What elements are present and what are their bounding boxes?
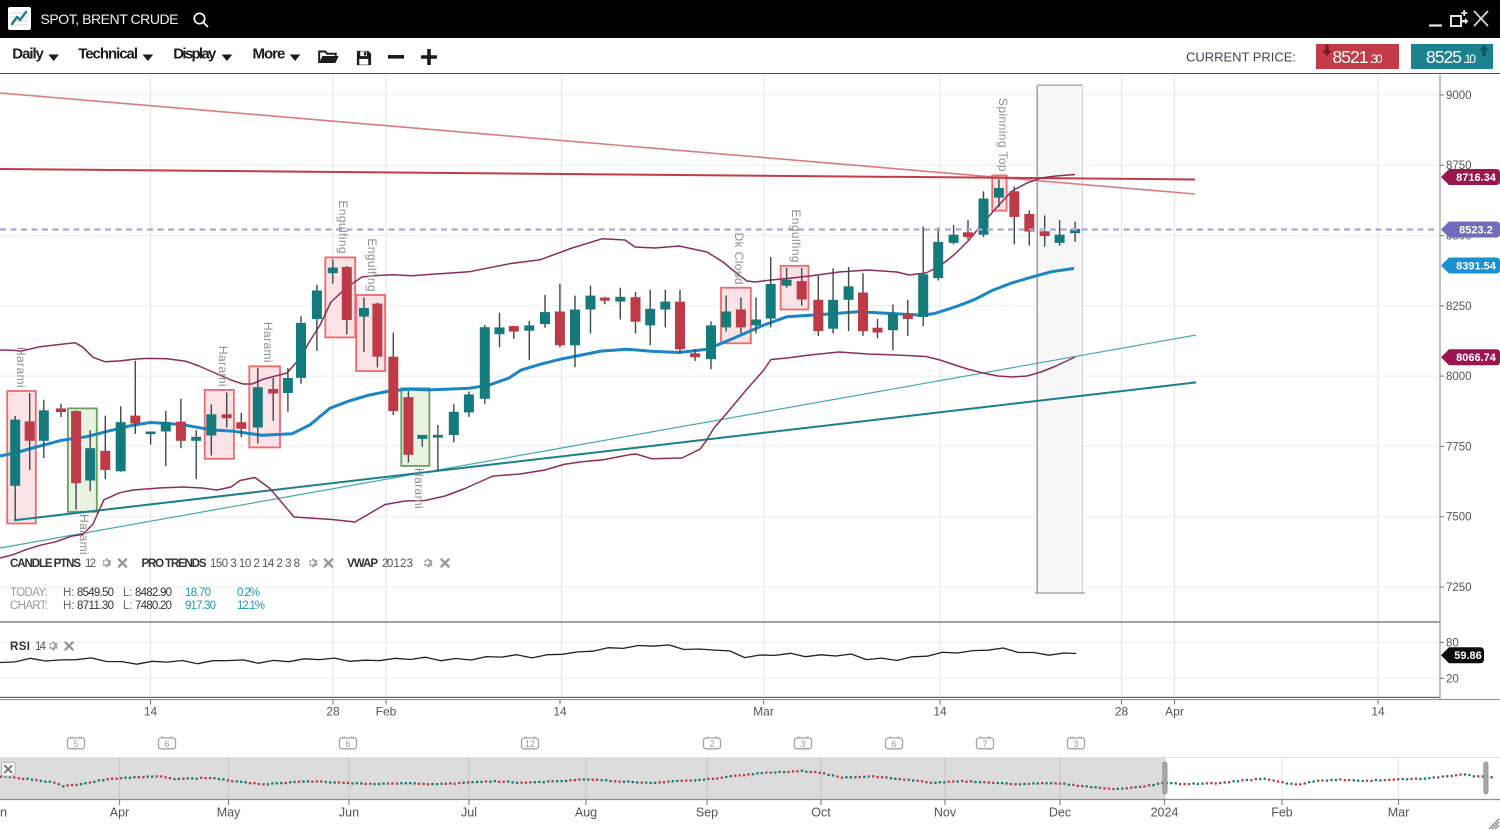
svg-text:12.1%: 12.1%: [237, 600, 265, 612]
svg-text:8066.74: 8066.74: [1456, 352, 1497, 364]
svg-text:Dec: Dec: [1049, 806, 1071, 820]
svg-text:Mar: Mar: [753, 705, 774, 719]
svg-text:Harami: Harami: [77, 514, 91, 555]
svg-text:7250: 7250: [1446, 582, 1472, 594]
svg-text:Engulfing: Engulfing: [365, 238, 379, 292]
svg-text:917.30: 917.30: [185, 600, 216, 612]
svg-text:9000: 9000: [1446, 90, 1472, 102]
svg-text:6: 6: [891, 739, 896, 749]
svg-text:an: an: [0, 806, 7, 820]
svg-text:8521: 8521: [1332, 46, 1368, 66]
svg-text:L:: L:: [123, 600, 133, 612]
svg-text:Aug: Aug: [575, 806, 597, 820]
svg-text:7480.20: 7480.20: [135, 600, 172, 612]
svg-text:14: 14: [933, 705, 947, 719]
svg-text:Mar: Mar: [1388, 806, 1410, 820]
svg-text:20 1 2 3: 20 1 2 3: [382, 558, 413, 570]
svg-text:5: 5: [73, 739, 78, 749]
svg-text:14: 14: [144, 705, 158, 719]
svg-text:May: May: [217, 806, 241, 820]
svg-text:8716.34: 8716.34: [1456, 172, 1497, 184]
svg-text:14: 14: [35, 641, 47, 653]
svg-text:7: 7: [982, 739, 987, 749]
svg-text:8525: 8525: [1426, 46, 1462, 66]
svg-text:Engulfing: Engulfing: [336, 200, 350, 254]
svg-text:CANDLE PTNS: CANDLE PTNS: [10, 558, 81, 570]
svg-text:3: 3: [800, 739, 805, 749]
svg-text:8391.54: 8391.54: [1456, 261, 1497, 273]
svg-text:Spinning Top: Spinning Top: [996, 98, 1010, 172]
svg-text:Apr: Apr: [1165, 705, 1184, 719]
svg-text:80: 80: [1446, 637, 1459, 649]
svg-text:TODAY:: TODAY:: [10, 587, 48, 599]
svg-text:Harami: Harami: [261, 322, 275, 363]
svg-text:More: More: [253, 45, 286, 62]
svg-text:7500: 7500: [1446, 512, 1472, 524]
svg-text:8711.30: 8711.30: [77, 600, 114, 612]
svg-text:150 3 10 2 14 2 3 8: 150 3 10 2 14 2 3 8: [210, 558, 300, 570]
svg-text:Nov: Nov: [934, 806, 957, 820]
svg-text:6: 6: [164, 739, 169, 749]
svg-text:8549.50: 8549.50: [77, 587, 114, 599]
svg-text:18.70: 18.70: [185, 587, 211, 599]
svg-text:Display: Display: [173, 45, 217, 62]
svg-text:Dk Cloud: Dk Cloud: [732, 232, 746, 285]
svg-text:Feb: Feb: [376, 705, 397, 719]
svg-text:CURRENT PRICE:: CURRENT PRICE:: [1186, 49, 1298, 64]
svg-text:Harami: Harami: [216, 346, 230, 387]
svg-text:3: 3: [1073, 739, 1078, 749]
svg-text:14: 14: [1371, 705, 1385, 719]
svg-text:.10: .10: [1463, 51, 1476, 65]
svg-text:8523.2: 8523.2: [1459, 225, 1493, 237]
svg-text:6: 6: [345, 739, 350, 749]
svg-text:Engulfing: Engulfing: [789, 209, 803, 263]
svg-text:8482.90: 8482.90: [135, 587, 172, 599]
svg-text:7750: 7750: [1446, 441, 1472, 453]
svg-text:Oct: Oct: [811, 806, 831, 820]
svg-text:SPOT, BRENT CRUDE: SPOT, BRENT CRUDE: [41, 11, 182, 27]
svg-text:20: 20: [1446, 673, 1459, 685]
svg-text:L:: L:: [123, 587, 133, 599]
svg-text:2: 2: [709, 739, 714, 749]
svg-text:Harami: Harami: [14, 347, 28, 388]
svg-text:Harami: Harami: [412, 468, 426, 509]
svg-text:.30: .30: [1369, 51, 1382, 65]
svg-text:0.2%: 0.2%: [237, 587, 260, 599]
svg-text:59.86: 59.86: [1454, 650, 1482, 662]
svg-text:VWAP: VWAP: [347, 558, 378, 570]
svg-text:H:: H:: [63, 587, 75, 599]
svg-text:H:: H:: [63, 600, 75, 612]
svg-text:8250: 8250: [1446, 301, 1472, 313]
svg-text:8000: 8000: [1446, 371, 1472, 383]
svg-text:Daily: Daily: [12, 45, 44, 62]
svg-text:Apr: Apr: [110, 806, 129, 820]
svg-text:28: 28: [326, 705, 340, 719]
svg-text:RSI: RSI: [10, 641, 30, 653]
svg-text:Jun: Jun: [339, 806, 359, 820]
svg-text:14: 14: [553, 705, 567, 719]
svg-text:Sep: Sep: [696, 806, 718, 820]
svg-text:28: 28: [1115, 705, 1129, 719]
svg-text:CHART:: CHART:: [10, 600, 48, 612]
svg-text:Technical: Technical: [78, 45, 138, 62]
svg-text:2024: 2024: [1151, 806, 1179, 820]
svg-text:12: 12: [85, 558, 96, 570]
svg-text:Jul: Jul: [461, 806, 477, 820]
svg-text:Feb: Feb: [1271, 806, 1293, 820]
svg-text:12: 12: [525, 739, 535, 749]
svg-text:PRO TRENDS: PRO TRENDS: [142, 558, 207, 570]
